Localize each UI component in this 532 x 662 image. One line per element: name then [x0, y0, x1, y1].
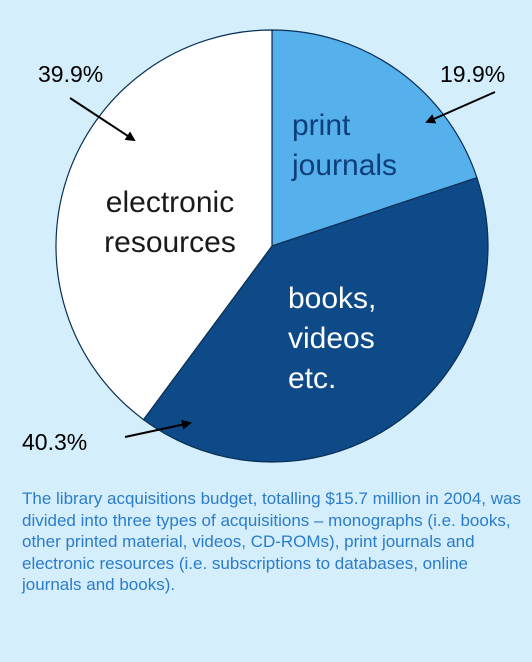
slice-label-electronic-resources: electronic resources [104, 186, 236, 259]
value-label-electronic-resources: 39.9% [38, 61, 103, 87]
pie-slice-print-journals [271, 29, 478, 247]
pie-chart: print journals 19.9% books, videos etc. 40.3% e… [22, 29, 505, 463]
pointer-arrow-electronic-resources [69, 97, 136, 142]
value-label-books-videos-etc-: 40.3% [22, 429, 87, 455]
pointer-arrow-books-videos-etc- [124, 419, 192, 438]
value-label-print-journals: 19.9% [440, 61, 505, 87]
slice-label-books-videos-etc-: books, videos etc. [288, 282, 376, 395]
pie-slice-books-videos-etc- [142, 176, 489, 463]
chart-caption: The library acquisitions budget, totalli… [22, 489, 521, 594]
pie-slice-electronic-resources [55, 29, 273, 421]
slice-label-print-journals: print journals [291, 109, 397, 182]
pointer-arrow-print-journals [425, 91, 496, 124]
